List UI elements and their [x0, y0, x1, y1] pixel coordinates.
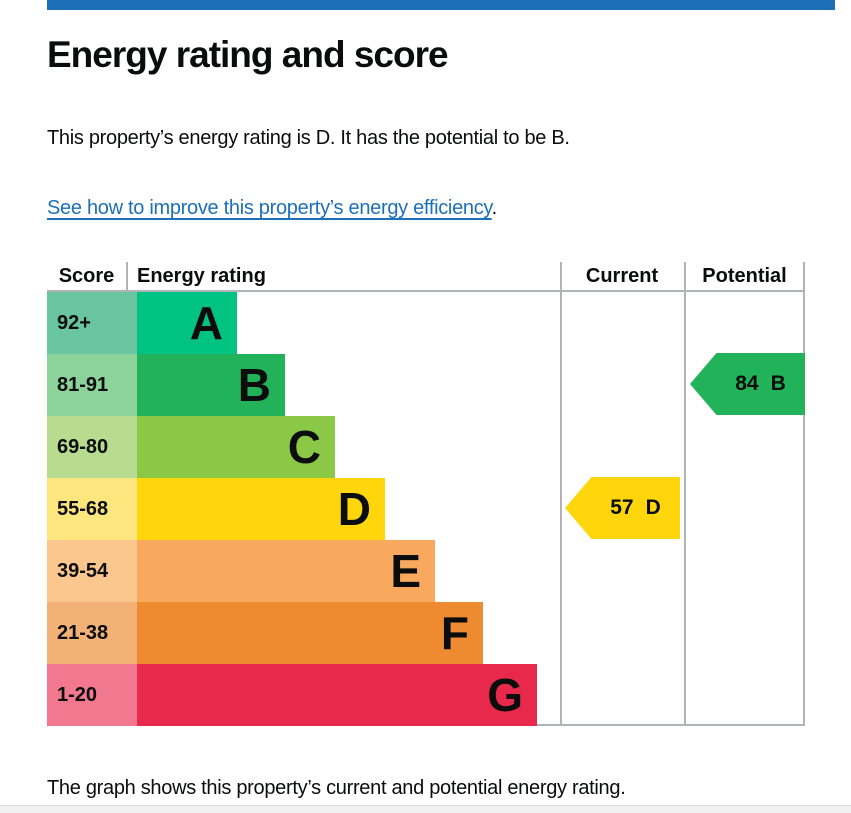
- page-title: Energy rating and score: [47, 34, 449, 75]
- band-score-range: 21-38: [47, 602, 137, 664]
- band-letter: G: [487, 669, 523, 721]
- band-score-range: 81-91: [47, 354, 137, 416]
- potential-rating-band: B: [770, 372, 786, 395]
- column-header-score: Score: [58, 264, 115, 287]
- band-letter: B: [237, 359, 271, 411]
- band-row-c: 69-80 C: [47, 416, 560, 478]
- band-letter: C: [287, 421, 321, 473]
- band-bar: A: [137, 292, 237, 354]
- column-divider-current: [560, 262, 562, 726]
- improve-link-row: See how to improve this property’s energ…: [47, 197, 497, 220]
- band-row-b: 81-91 B: [47, 354, 560, 416]
- band-bar: D: [137, 478, 385, 540]
- band-letter: A: [189, 297, 223, 349]
- header-divider-score: [126, 262, 128, 290]
- potential-rating-arrow: 84 B: [690, 353, 805, 415]
- column-header-current: Current: [585, 264, 659, 287]
- header-bottom-border: [47, 290, 805, 292]
- band-rows: 92+ A 81-91 B 69-80 C 55-68: [47, 292, 560, 726]
- current-rating-value: 57: [610, 496, 634, 519]
- band-row-e: 39-54 E: [47, 540, 560, 602]
- current-rating-arrow: 57 D: [565, 477, 680, 539]
- horizontal-scrollbar-track[interactable]: [0, 805, 851, 813]
- band-score-range: 55-68: [47, 478, 137, 540]
- improve-efficiency-link[interactable]: See how to improve this property’s energ…: [47, 197, 492, 219]
- column-header-potential: Potential: [702, 264, 787, 287]
- chart-caption: The graph shows this property’s current …: [47, 777, 626, 799]
- band-row-a: 92+ A: [47, 292, 560, 354]
- band-bar: B: [137, 354, 285, 416]
- band-bar: E: [137, 540, 435, 602]
- band-score-range: 92+: [47, 292, 137, 354]
- band-bar: C: [137, 416, 335, 478]
- band-bar: F: [137, 602, 483, 664]
- band-letter: D: [337, 483, 371, 535]
- band-score-range: 69-80: [47, 416, 137, 478]
- table-right-border: [803, 262, 805, 726]
- band-bar: G: [137, 664, 537, 726]
- column-divider-potential: [684, 262, 686, 726]
- current-rating-band: D: [645, 496, 661, 519]
- band-row-g: 1-20 G: [47, 664, 560, 726]
- potential-rating-value: 84: [735, 372, 759, 395]
- band-letter: E: [390, 545, 421, 597]
- column-header-energy-rating: Energy rating: [137, 264, 266, 287]
- intro-text: This property’s energy rating is D. It h…: [47, 127, 570, 149]
- header-divider-bar: [47, 0, 835, 10]
- band-score-range: 39-54: [47, 540, 137, 602]
- epc-chart: Score Energy rating Current Potential 92…: [47, 262, 805, 726]
- band-row-f: 21-38 F: [47, 602, 560, 664]
- band-score-range: 1-20: [47, 664, 137, 726]
- band-letter: F: [440, 607, 469, 659]
- band-row-d: 55-68 D: [47, 478, 560, 540]
- link-suffix: .: [491, 197, 498, 219]
